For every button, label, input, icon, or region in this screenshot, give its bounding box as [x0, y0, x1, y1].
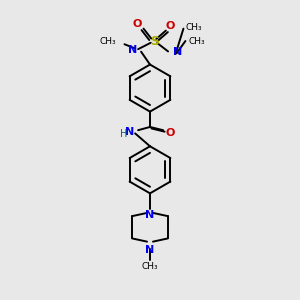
Text: CH₃: CH₃: [186, 23, 202, 32]
Text: H: H: [120, 129, 127, 140]
Text: N: N: [146, 210, 154, 220]
Text: O: O: [133, 19, 142, 29]
Text: O: O: [166, 21, 175, 31]
Text: N: N: [146, 245, 154, 255]
Text: O: O: [166, 128, 175, 138]
Text: N: N: [173, 47, 182, 57]
Text: S: S: [151, 34, 160, 47]
Text: N: N: [125, 127, 134, 137]
Text: CH₃: CH₃: [142, 262, 158, 272]
Text: CH₃: CH₃: [100, 37, 116, 46]
Text: N: N: [128, 45, 137, 55]
Text: CH₃: CH₃: [188, 37, 205, 46]
